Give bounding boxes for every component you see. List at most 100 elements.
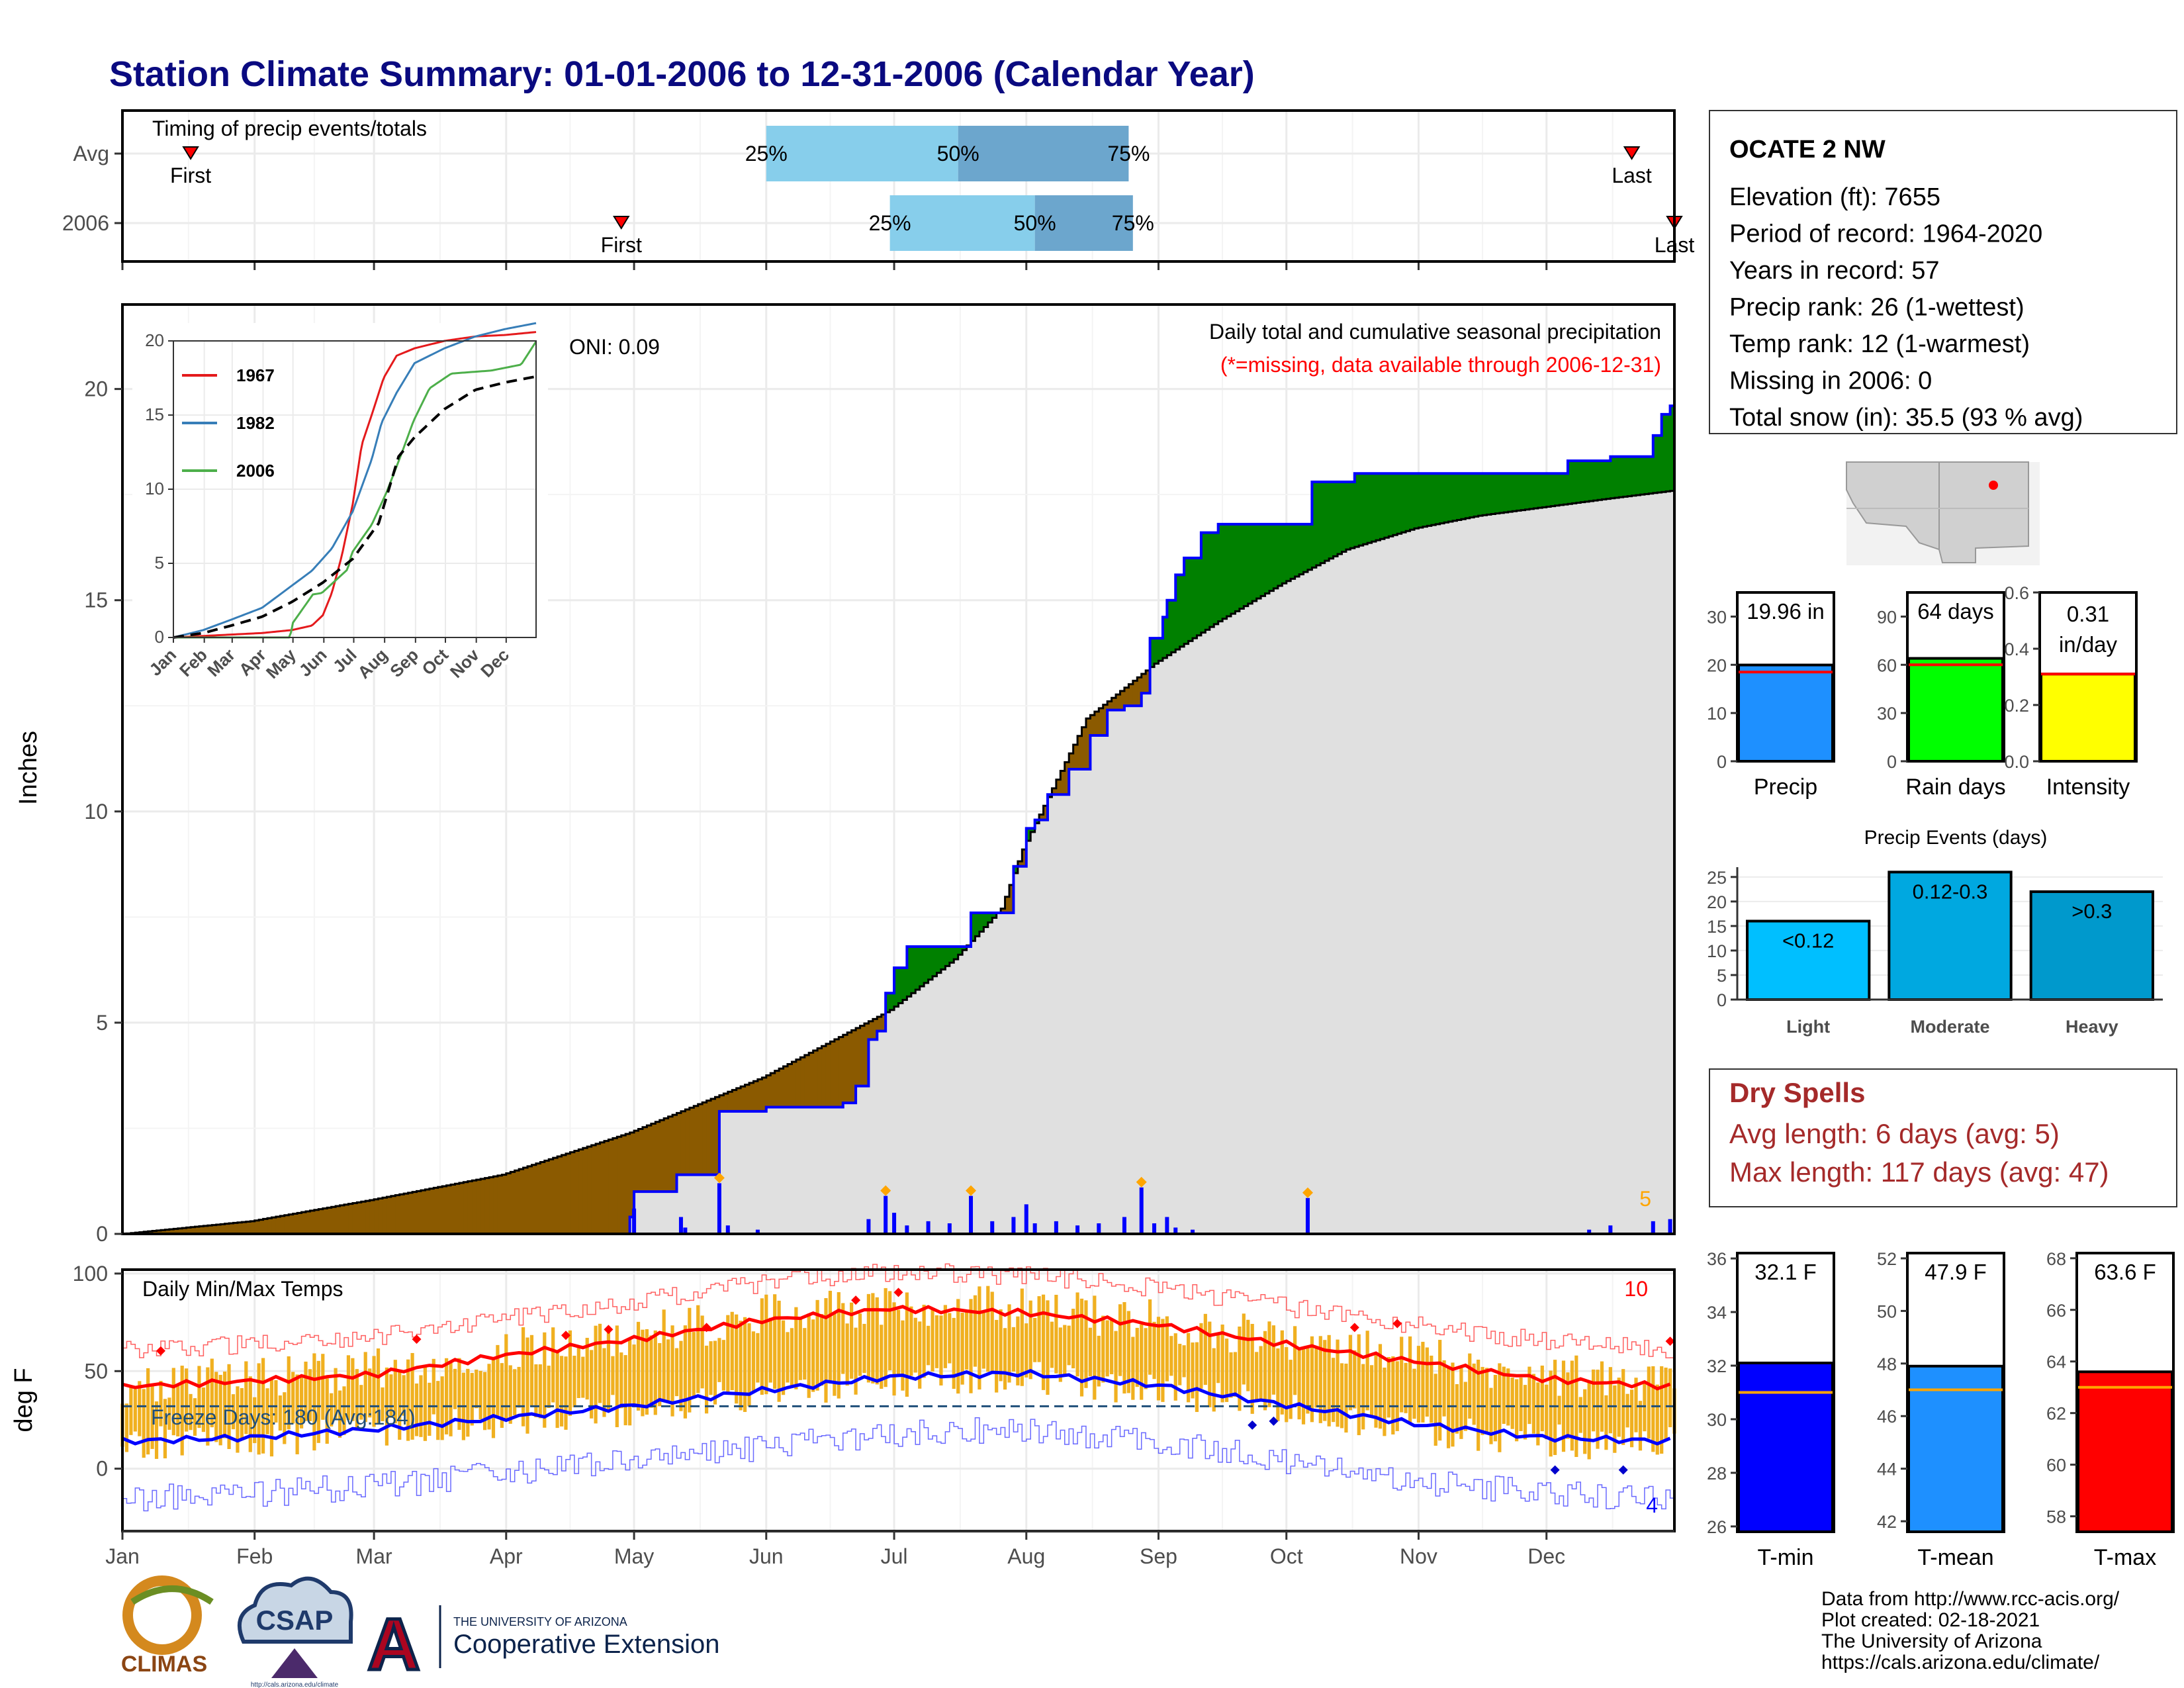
above-average-fill (1649, 456, 1654, 494)
below-average-fill (242, 1222, 247, 1234)
daily-temp-range-bar (393, 1360, 397, 1424)
daily-temp-range-bar (594, 1325, 598, 1424)
below-average-fill (821, 1046, 827, 1107)
daily-temp-range-bar (598, 1323, 602, 1403)
below-average-fill (284, 1215, 289, 1234)
precip-panel: 0 5 10 15 20 Inches Daily total and cumulati… (15, 303, 1676, 1246)
above-average-fill (1282, 524, 1287, 584)
daily-temp-range-bar (726, 1315, 730, 1395)
season-bars: 0 10 20 30 19.96 in Precip 0 30 60 90 64 days Rain … (1707, 583, 2138, 800)
daily-temp-range-bar (1293, 1326, 1297, 1395)
daily-temp-range-bar (1135, 1327, 1139, 1387)
daily-temp-range-bar (278, 1395, 282, 1431)
temp-y-label: deg F (10, 1368, 38, 1432)
daily-temp-range-bar (287, 1356, 291, 1430)
above-average-fill (1657, 435, 1662, 492)
daily-temp-range-bar (1156, 1317, 1161, 1401)
daily-precip-bar (892, 1213, 897, 1234)
above-average-fill (1448, 473, 1453, 522)
above-average-fill (1013, 866, 1019, 873)
above-average-fill (975, 912, 980, 937)
daily-temp-range-bar (1289, 1360, 1293, 1419)
above-average-fill (1478, 473, 1483, 516)
daily-precip-peak-marker (1302, 1187, 1313, 1198)
climas-logo: CLIMAS (121, 1575, 214, 1677)
daily-precip-peak-marker (880, 1185, 891, 1196)
daily-temp-range-bar (862, 1323, 866, 1374)
events-bar-label: 0.12-0.3 (1913, 880, 1988, 903)
above-average-fill (1329, 482, 1334, 559)
daily-temp-range-bar (798, 1318, 802, 1380)
above-average-fill (1521, 473, 1526, 510)
daily-temp-range-bar (529, 1335, 534, 1406)
below-average-fill (642, 1127, 648, 1192)
daily-temp-range-bar (1336, 1339, 1340, 1427)
below-average-fill (275, 1217, 281, 1234)
above-average-fill (1610, 456, 1615, 498)
daily-precip-bar (905, 1225, 909, 1234)
daily-temp-range-bar (576, 1348, 580, 1399)
daily-temp-range-bar (1629, 1389, 1634, 1448)
daily-temp-range-bar (372, 1356, 376, 1427)
below-average-fill (668, 1116, 673, 1192)
precip-events-chart: Precip Events (days) 0 5 10 15 20 25 <0.12 Light… (1707, 827, 2163, 1037)
daily-temp-range-bar (1186, 1333, 1191, 1403)
daily-temp-range-bar (1451, 1362, 1455, 1447)
bar-panel-y-tick-label: 30 (1877, 704, 1897, 724)
below-average-fill (246, 1221, 251, 1234)
above-average-fill (987, 912, 993, 923)
daily-temp-range-bar (1493, 1374, 1498, 1442)
daily-temp-range-bar (414, 1383, 419, 1436)
below-average-fill (830, 1041, 835, 1107)
daily-temp-range-bar (1340, 1363, 1344, 1429)
daily-temp-range-bar (747, 1323, 751, 1407)
bar-panel-y-tick-label: 66 (2046, 1301, 2066, 1321)
bar-panel-y-tick-label: 34 (1707, 1303, 1727, 1323)
bar-panel-value-bar (2040, 673, 2136, 763)
csap-logo-text: CSAP (256, 1605, 334, 1636)
inset-y-tick-label: 5 (155, 553, 164, 573)
bar-panel-y-tick-label: 50 (1877, 1301, 1897, 1321)
daily-temp-range-bar (884, 1288, 887, 1387)
daily-temp-range-bar (1246, 1319, 1250, 1391)
below-average-fill (680, 1111, 686, 1175)
above-average-fill (1619, 456, 1624, 498)
below-average-fill (369, 1199, 375, 1234)
below-average-fill (1146, 670, 1151, 694)
daily-temp-range-bar (688, 1307, 692, 1413)
above-average-fill (1333, 482, 1338, 557)
daily-temp-range-bar (1484, 1368, 1489, 1434)
below-average-fill (1132, 680, 1138, 706)
daily-temp-range-bar (696, 1305, 700, 1393)
daily-temp-range-bar (487, 1364, 491, 1430)
above-average-fill (1469, 473, 1475, 518)
daily-temp-range-bar (291, 1372, 295, 1424)
below-average-fill (549, 1159, 554, 1234)
above-average-fill (1295, 524, 1300, 577)
above-average-fill (1431, 473, 1436, 526)
daily-temp-range-bar (1041, 1294, 1046, 1390)
hot-count: 10 (1624, 1277, 1648, 1301)
daily-precip-bar (725, 1225, 730, 1234)
below-average-fill (382, 1197, 388, 1234)
above-average-fill (1261, 524, 1266, 596)
above-average-fill (1205, 532, 1210, 630)
daily-temp-range-bar (1596, 1370, 1600, 1449)
below-average-fill (727, 1092, 733, 1111)
daily-temp-range-bar (402, 1375, 406, 1416)
daily-temp-range-bar (1438, 1340, 1442, 1441)
bar-panel-precip: 0 10 20 30 19.96 in Precip (1707, 591, 1835, 800)
bar-panel-category: T-min (1758, 1545, 1814, 1570)
below-average-fill (825, 1043, 831, 1107)
ua-logo-line1: THE UNIVERSITY OF ARIZONA (453, 1615, 627, 1628)
inset-line-1982 (173, 322, 537, 639)
daily-precip-bar (1165, 1217, 1169, 1234)
below-average-fill (766, 1075, 771, 1107)
credit-line: https://cals.arizona.edu/climate/ (1821, 1652, 2100, 1673)
below-average-fill (165, 1229, 170, 1234)
below-average-fill (723, 1093, 729, 1111)
below-average-fill (1052, 788, 1057, 795)
daily-temp-range-bar (1280, 1330, 1284, 1415)
daily-temp-range-bar (1161, 1319, 1165, 1402)
temp-bars: 26 28 30 32 34 36 32.1 F T-min 42 44 46 48 50 52 47.9 … (1707, 1249, 2175, 1570)
